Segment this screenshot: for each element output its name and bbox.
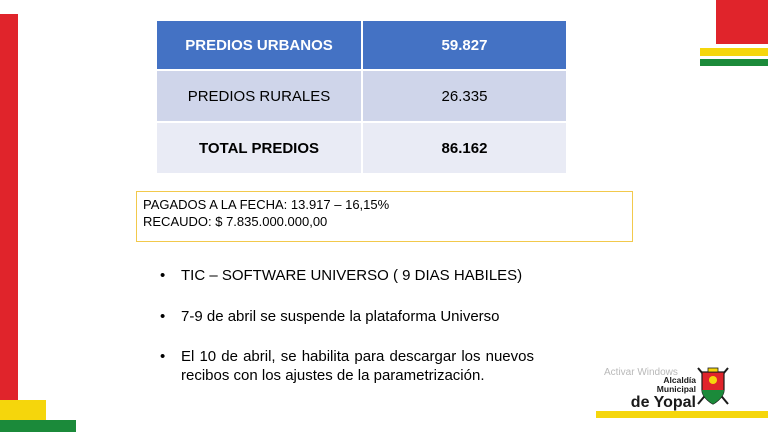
list-item-text: TIC – SOFTWARE UNIVERSO ( 9 DIAS HABILES…: [181, 267, 523, 284]
row-value: 59.827: [362, 21, 568, 71]
flag-yellow-stripe-top-right: [700, 48, 768, 56]
windows-activation-watermark: Activar Windows: [604, 367, 678, 378]
bullet-marker: •: [160, 308, 166, 325]
bullet-marker: •: [160, 348, 166, 365]
row-label: PREDIOS URBANOS: [157, 21, 363, 71]
row-label: TOTAL PREDIOS: [157, 122, 363, 175]
bullet-list: • TIC – SOFTWARE UNIVERSO ( 9 DIAS HABIL…: [160, 266, 534, 385]
flag-green-stripe-top-right: [700, 59, 768, 66]
paid-to-date-text: PAGADOS A LA FECHA: 13.917 – 16,15%: [143, 197, 390, 212]
table-row: TOTAL PREDIOS 86.162: [157, 122, 568, 175]
row-label: PREDIOS RURALES: [157, 70, 363, 123]
list-item: • 7-9 de abril se suspende la plataforma…: [160, 307, 534, 326]
collection-text: RECAUDO: $ 7.835.000.000,00: [143, 214, 328, 229]
list-item-text: 7-9 de abril se suspende la plataforma U…: [181, 308, 500, 325]
predios-table: PREDIOS URBANOS 59.827 PREDIOS RURALES 2…: [157, 21, 568, 175]
municipality-logo-text: Alcaldía Municipal de Yopal: [624, 376, 696, 411]
row-value: 86.162: [362, 122, 568, 175]
list-item-text: El 10 de abril, se habilita para descarg…: [181, 348, 534, 384]
payment-summary-box: PAGADOS A LA FECHA: 13.917 – 16,15% RECA…: [136, 191, 633, 242]
coat-of-arms-icon: [697, 367, 729, 405]
logo-line-big: de Yopal: [630, 394, 696, 411]
logo-line-small: Alcaldía Municipal: [656, 375, 696, 394]
flag-red-block-top-right: [716, 0, 768, 44]
table-row: PREDIOS URBANOS 59.827: [157, 21, 568, 71]
flag-yellow-block-bottom-left: [0, 400, 46, 420]
flag-red-bar-left: [0, 14, 18, 400]
table-row: PREDIOS RURALES 26.335: [157, 70, 568, 123]
list-item: • TIC – SOFTWARE UNIVERSO ( 9 DIAS HABIL…: [160, 266, 534, 285]
row-value: 26.335: [362, 70, 568, 123]
list-item: • El 10 de abril, se habilita para desca…: [160, 347, 534, 385]
flag-green-block-bottom-left: [0, 420, 76, 432]
bullet-marker: •: [160, 267, 166, 284]
flag-yellow-strip-bottom-right: [596, 411, 768, 418]
